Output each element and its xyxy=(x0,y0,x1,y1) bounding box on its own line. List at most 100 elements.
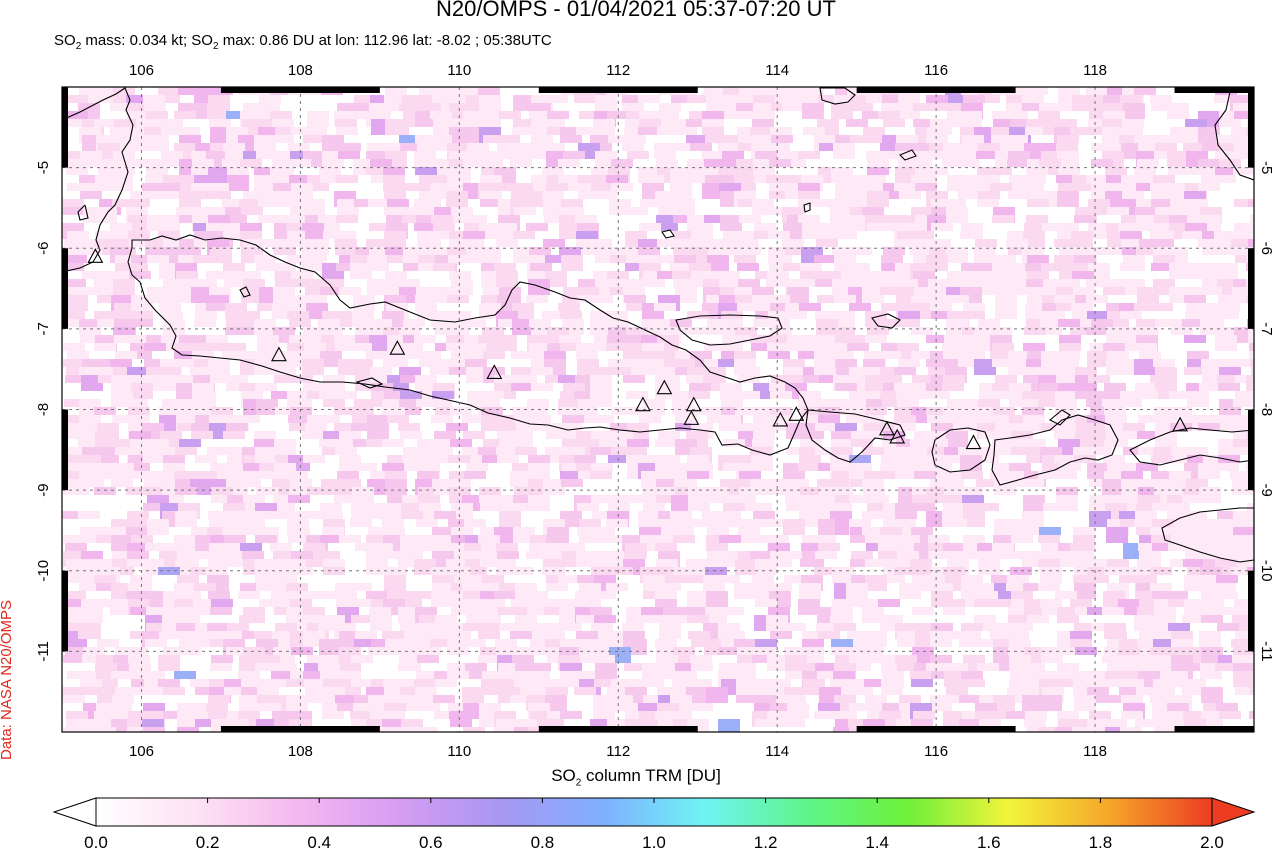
so2-pixel xyxy=(322,135,344,151)
so2-pixel xyxy=(576,631,598,639)
so2-pixel xyxy=(447,327,469,335)
so2-pixel xyxy=(1041,543,1063,559)
so2-pixel xyxy=(574,687,596,695)
so2-pixel xyxy=(707,495,729,503)
so2-pixel xyxy=(1168,623,1190,631)
so2-pixel xyxy=(531,383,553,391)
so2-pixel xyxy=(866,95,888,103)
so2-pixel xyxy=(514,143,536,159)
so2-pixel xyxy=(1055,391,1077,399)
coast-kangean xyxy=(871,313,901,329)
so2-pixel xyxy=(387,343,409,351)
so2-pixel xyxy=(1056,303,1078,311)
so2-pixel xyxy=(896,719,918,727)
so2-pixel xyxy=(1086,127,1108,135)
so2-pixel xyxy=(658,695,680,703)
so2-pixel xyxy=(304,663,326,671)
so2-pixel xyxy=(800,439,822,447)
so2-pixel xyxy=(223,471,245,479)
so2-pixel xyxy=(769,191,791,199)
so2-pixel xyxy=(751,87,773,95)
so2-pixel xyxy=(1121,215,1143,223)
so2-pixel xyxy=(127,543,149,551)
so2-pixel xyxy=(769,383,791,391)
so2-pixel xyxy=(1203,559,1225,567)
so2-pixel xyxy=(864,423,886,431)
so2-pixel xyxy=(1087,463,1109,479)
so2-pixel xyxy=(654,303,676,311)
so2-pixel xyxy=(931,671,953,679)
so2-pixel xyxy=(1215,335,1237,351)
so2-pixel xyxy=(62,119,84,127)
so2-pixel xyxy=(1198,463,1220,479)
so2-pixel xyxy=(734,255,756,263)
so2-pixel xyxy=(1154,655,1176,663)
volcano-icon xyxy=(788,406,805,421)
so2-pixel xyxy=(739,215,761,223)
so2-pixel xyxy=(1182,231,1204,239)
so2-pixel xyxy=(446,343,468,351)
so2-pixel xyxy=(303,351,325,359)
so2-pixel xyxy=(563,287,585,295)
so2-pixel xyxy=(478,535,500,543)
so2-stats-subtitle: SO2 mass: 0.034 kt; SO2 max: 0.86 DU at … xyxy=(54,32,552,52)
so2-pixel xyxy=(255,455,277,463)
so2-pixel xyxy=(177,359,199,367)
so2-pixel xyxy=(560,343,582,351)
so2-pixel xyxy=(239,663,261,671)
so2-pixel xyxy=(1136,463,1158,471)
so2-pixel xyxy=(992,343,1014,351)
so2-pixel xyxy=(863,431,885,439)
so2-pixel xyxy=(176,207,198,215)
so2-pixel xyxy=(451,535,473,543)
frame-bar-right xyxy=(1248,248,1254,329)
so2-pixel xyxy=(1187,215,1209,223)
so2-pixel xyxy=(63,695,85,703)
so2-pixel xyxy=(400,375,422,383)
so2-pixel xyxy=(383,407,405,415)
coast-madura xyxy=(675,314,783,346)
so2-pixel xyxy=(510,159,532,167)
so2-pixel xyxy=(958,159,980,167)
so2-pixel xyxy=(1233,439,1254,447)
colorbar: 0.0 0.2 0.4 0.6 0.8 1.0 1.2 1.4 1.6 1.8 2.0 xyxy=(52,797,1256,852)
so2-pixel xyxy=(737,423,759,431)
so2-pixel xyxy=(399,103,421,111)
so2-pixel xyxy=(799,303,821,311)
so2-pixel xyxy=(129,135,151,151)
so2-pixel xyxy=(912,487,934,495)
so2-pixel xyxy=(880,287,902,295)
so2-pixel xyxy=(211,495,233,503)
so2-pixel xyxy=(334,423,356,431)
so2-pixel xyxy=(271,679,293,687)
so2-pixel xyxy=(224,343,246,351)
so2-pixel xyxy=(144,103,166,111)
so2-pixel xyxy=(592,415,614,423)
so2-pixel xyxy=(110,599,132,615)
so2-pixel xyxy=(66,367,88,375)
so2-pixel xyxy=(846,119,868,127)
so2-pixel xyxy=(1023,583,1045,591)
so2-pixel xyxy=(657,127,679,135)
so2-pixel xyxy=(558,575,580,583)
so2-pixel xyxy=(1216,575,1238,583)
so2-pixel xyxy=(622,95,644,103)
so2-pixel xyxy=(369,223,391,231)
so2-pixel xyxy=(242,551,264,559)
so2-pixel xyxy=(767,655,789,663)
so2-pixel xyxy=(193,599,215,615)
so2-pixel xyxy=(1231,239,1253,247)
so2-pixel xyxy=(1136,583,1158,591)
so2-pixel xyxy=(865,575,887,591)
so2-pixel xyxy=(451,279,473,295)
so2-pixel xyxy=(466,463,488,471)
so2-pixel xyxy=(1231,535,1253,543)
so2-pixel xyxy=(867,167,889,175)
so2-pixel xyxy=(275,127,297,135)
so2-pixel xyxy=(79,327,101,335)
so2-pixel xyxy=(798,351,820,359)
so2-pixel xyxy=(254,255,276,263)
so2-pixel xyxy=(222,527,244,535)
so2-pixel xyxy=(512,127,534,135)
so2-pixel xyxy=(143,727,165,732)
